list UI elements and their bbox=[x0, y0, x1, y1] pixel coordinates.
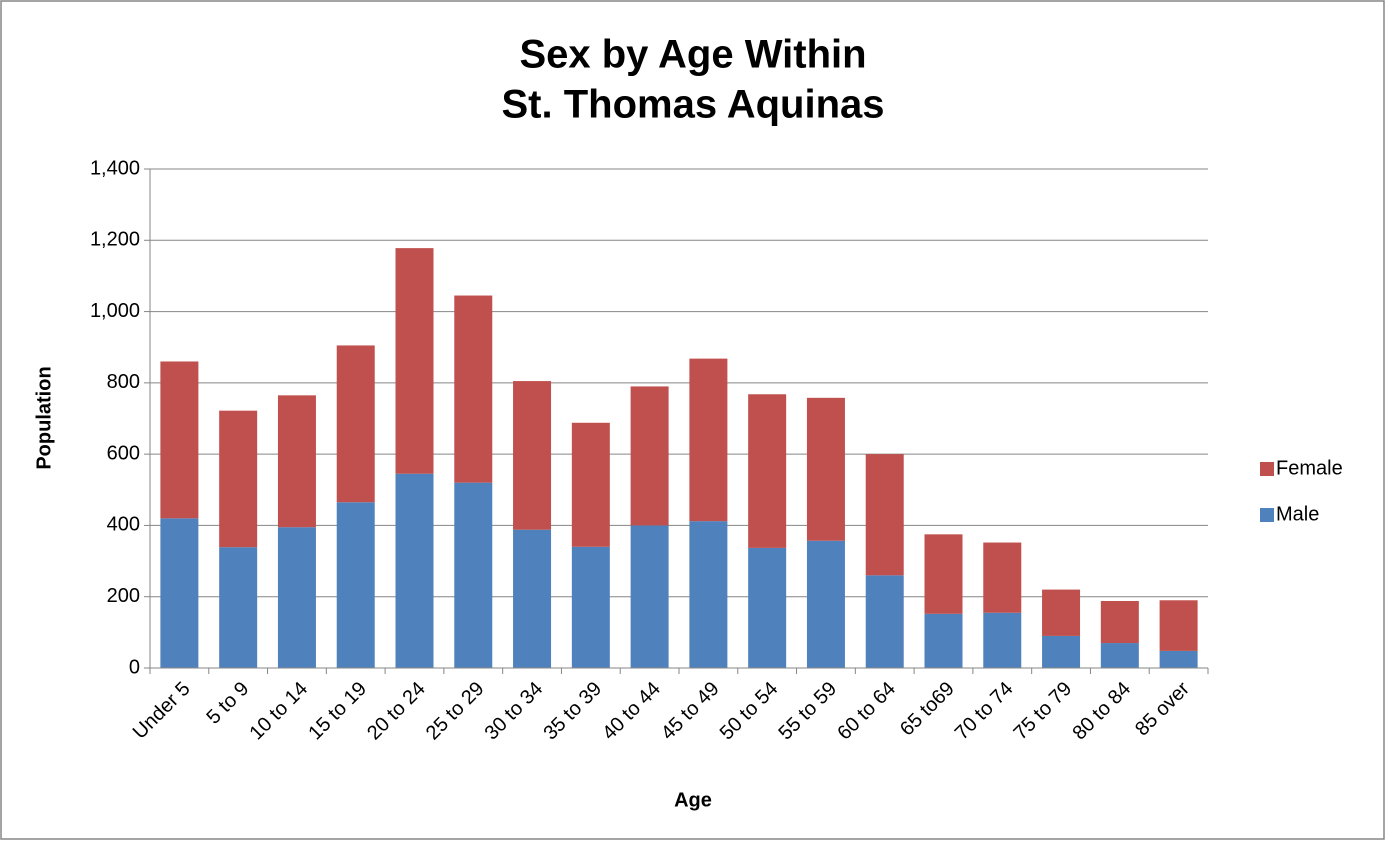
bar bbox=[689, 521, 728, 668]
bar bbox=[219, 547, 258, 668]
bar bbox=[689, 358, 728, 522]
chart-title: Sex by Age Within bbox=[519, 33, 866, 77]
bar bbox=[513, 529, 552, 668]
y-tick-label: 1,000 bbox=[90, 300, 140, 322]
bar bbox=[748, 547, 787, 668]
y-tick-label: 800 bbox=[107, 371, 140, 393]
bar bbox=[806, 397, 845, 541]
bar bbox=[395, 248, 434, 474]
bar bbox=[983, 542, 1022, 613]
bar bbox=[277, 527, 316, 668]
y-tick-label: 1,200 bbox=[90, 229, 140, 251]
bar bbox=[924, 613, 963, 668]
legend-label: Female bbox=[1276, 457, 1343, 479]
bar bbox=[1100, 600, 1139, 644]
y-tick-label: 200 bbox=[107, 585, 140, 607]
bar bbox=[160, 518, 199, 668]
bar bbox=[1159, 650, 1198, 668]
bar bbox=[748, 394, 787, 548]
bar bbox=[513, 381, 552, 530]
bar bbox=[219, 410, 258, 548]
bar bbox=[865, 454, 904, 576]
legend-label: Male bbox=[1276, 503, 1319, 525]
bar bbox=[571, 422, 610, 547]
bar bbox=[454, 482, 493, 668]
bar bbox=[630, 525, 669, 668]
y-axis-title: Population bbox=[33, 366, 55, 469]
bar bbox=[865, 575, 904, 668]
legend-swatch bbox=[1260, 462, 1274, 476]
bar bbox=[571, 546, 610, 668]
bar bbox=[336, 345, 375, 503]
x-axis-title: Age bbox=[674, 789, 712, 811]
bar bbox=[336, 502, 375, 668]
y-tick-label: 600 bbox=[107, 442, 140, 464]
bar bbox=[630, 386, 669, 526]
y-tick-label: 400 bbox=[107, 514, 140, 536]
bar bbox=[395, 473, 434, 668]
bar bbox=[1159, 600, 1198, 651]
bar bbox=[160, 361, 199, 519]
y-tick-label: 0 bbox=[129, 656, 140, 678]
bar bbox=[983, 612, 1022, 668]
legend-swatch bbox=[1260, 508, 1274, 522]
bar bbox=[1042, 635, 1081, 668]
bar bbox=[277, 395, 316, 528]
bar bbox=[1042, 589, 1081, 636]
bar bbox=[924, 534, 963, 614]
bar bbox=[1100, 643, 1139, 668]
bar bbox=[806, 540, 845, 668]
y-tick-label: 1,400 bbox=[90, 157, 140, 179]
chart-title: St. Thomas Aquinas bbox=[501, 83, 884, 127]
bar bbox=[454, 295, 493, 483]
